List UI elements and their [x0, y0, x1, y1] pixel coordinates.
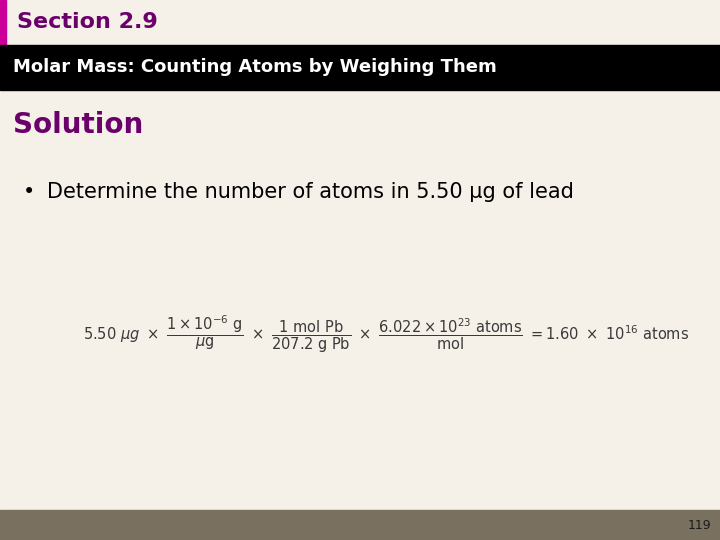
- Bar: [0, 0, 6, 45]
- Text: $5.50\ \mu g\ \times\ \dfrac{1\times10^{-6}\ \mathrm{g}}{\mu \mathrm{g}}\ \times: $5.50\ \mu g\ \times\ \dfrac{1\times10^{…: [83, 314, 689, 355]
- Bar: [0, 45, 720, 90]
- Text: Section 2.9: Section 2.9: [17, 12, 158, 32]
- Text: Solution: Solution: [13, 111, 143, 139]
- Text: 119: 119: [688, 518, 711, 532]
- Bar: [0, 510, 720, 540]
- Text: Molar Mass: Counting Atoms by Weighing Them: Molar Mass: Counting Atoms by Weighing T…: [13, 58, 497, 76]
- Text: Determine the number of atoms in 5.50 μg of lead: Determine the number of atoms in 5.50 μg…: [47, 182, 574, 202]
- Text: •: •: [23, 182, 35, 202]
